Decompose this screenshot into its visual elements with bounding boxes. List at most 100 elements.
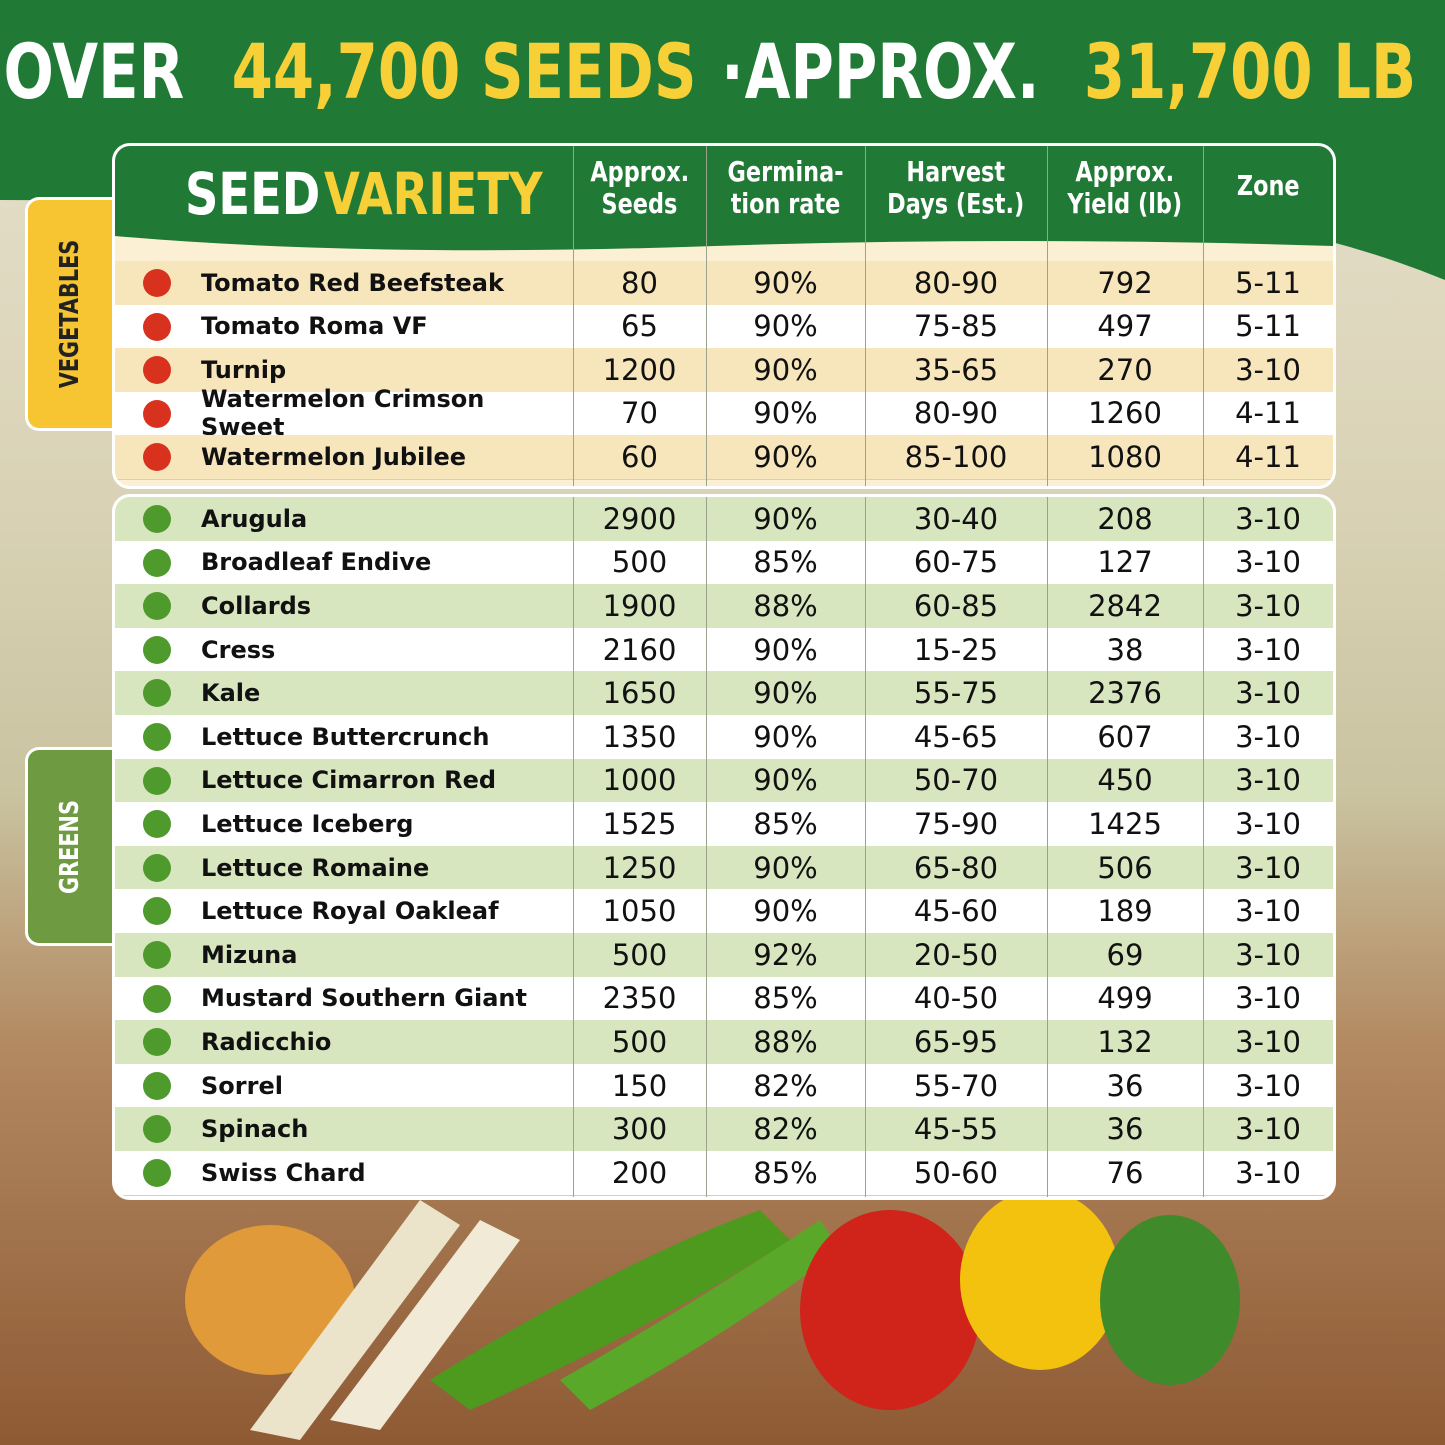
column-divider (573, 146, 574, 486)
table-row (115, 1063, 1333, 1109)
column-header: Approx. Yield (lb) (1047, 146, 1203, 230)
table-cell: 189 (1097, 894, 1153, 929)
table-cell: 75-90 (913, 806, 999, 841)
column-header-line: Approx. (1075, 155, 1175, 188)
table-cell: 45-65 (913, 719, 999, 754)
table-cell: 2376 (1088, 676, 1162, 711)
table-row (115, 1020, 1333, 1065)
table-cell: 55-75 (913, 676, 999, 711)
table-cell: 3-10 (1235, 806, 1301, 841)
table-cell: 20-50 (913, 937, 999, 972)
variety-name: Lettuce Iceberg (201, 809, 414, 838)
table-cell: 85% (753, 1155, 818, 1190)
group-tab: VEGETABLES (25, 197, 112, 431)
table-cell: 1425 (1088, 806, 1162, 841)
table-cell: 90% (753, 763, 818, 798)
table-cell: 3-10 (1235, 1068, 1301, 1103)
column-divider (865, 497, 866, 1197)
table-cell: 36 (1106, 1068, 1144, 1103)
column-divider (573, 497, 574, 1197)
column-divider (1047, 146, 1048, 486)
table-cell: 3-10 (1235, 632, 1301, 667)
table-cell: 150 (611, 1068, 668, 1103)
row-icon (143, 1028, 171, 1057)
table-cell: 127 (1097, 545, 1153, 580)
column-divider (1047, 497, 1048, 1197)
table-cell: 5-11 (1235, 309, 1301, 344)
table-cell: 300 (611, 1112, 668, 1147)
row-icon (143, 356, 171, 384)
row-icon (143, 766, 171, 795)
row-icon (143, 679, 171, 708)
variety-name: Mustard Southern Giant (201, 984, 527, 1013)
table-cell: 90% (753, 632, 818, 667)
table-cell: 1525 (602, 806, 677, 841)
row-icon (143, 269, 171, 297)
column-header-line: Germina- (727, 155, 844, 188)
table-cell: 60-75 (913, 545, 999, 580)
table-cell: 2900 (602, 501, 677, 536)
row-icon (143, 1071, 171, 1100)
table-cell: 15-25 (913, 632, 999, 667)
table-cell: 60 (621, 439, 658, 474)
table-cell: 3-10 (1235, 676, 1301, 711)
headline-part: 44,700 SEEDS (231, 27, 697, 116)
row-icon (143, 810, 171, 839)
table-cell: 2160 (602, 632, 677, 667)
table-cell: 500 (611, 545, 668, 580)
table-cell: 3-10 (1235, 1155, 1301, 1190)
variety-name: Tomato Red Beefsteak (201, 268, 504, 297)
table-cell: 270 (1097, 352, 1153, 387)
variety-name: Watermelon Crimson Sweet (201, 385, 485, 442)
table-row (115, 802, 1333, 847)
column-header: Germina-tion rate (706, 146, 865, 230)
row-icon (143, 635, 171, 664)
variety-name: Tomato Roma VF (201, 312, 428, 341)
table-cell: 497 (1097, 309, 1153, 344)
table-cell: 607 (1097, 719, 1153, 754)
table-cell: 90% (753, 439, 818, 474)
table-cell: 5-11 (1235, 265, 1301, 300)
table-cell: 50-60 (913, 1155, 999, 1190)
table-cell: 80-90 (913, 265, 999, 300)
table-cell: 80-90 (913, 396, 999, 431)
column-divider (1203, 146, 1204, 486)
table-cell: 65-80 (913, 850, 999, 885)
group-label: GREENS (55, 799, 85, 894)
table-cell: 499 (1097, 981, 1153, 1016)
table-cell: 3-10 (1235, 545, 1301, 580)
table-cell: 3-10 (1235, 588, 1301, 623)
table-cell: 30-40 (913, 501, 999, 536)
table-cell: 1250 (602, 850, 677, 885)
table-cell: 90% (753, 894, 818, 929)
table-cell: 50-70 (913, 763, 999, 798)
row-icon (143, 312, 171, 341)
column-header: Harvest Days (Est.) (865, 146, 1047, 230)
headline-part: APPROX. (744, 27, 1040, 116)
table-cell: 88% (753, 1024, 818, 1059)
variety-name: Collards (201, 591, 312, 620)
variety-name: Radicchio (201, 1027, 332, 1056)
column-divider (865, 146, 866, 486)
table-cell: 45-55 (913, 1112, 999, 1147)
table-cell: 92% (753, 937, 818, 972)
table-cell: 80 (621, 265, 658, 300)
table-cell: 200 (611, 1155, 668, 1190)
table-cell: 70 (621, 396, 658, 431)
variety-word: VARIETY (324, 159, 543, 228)
variety-name: Lettuce Cimarron Red (201, 766, 497, 795)
variety-name: Lettuce Royal Oakleaf (201, 897, 499, 926)
variety-name: Broadleaf Endive (201, 548, 432, 577)
table-cell: 90% (753, 265, 818, 300)
row-icon (143, 505, 171, 533)
table-cell: 3-10 (1235, 719, 1301, 754)
table-cell: 3-10 (1235, 1024, 1301, 1059)
column-header: Zone (1203, 146, 1333, 226)
table-row (115, 933, 1333, 978)
table-cell: 3-10 (1235, 894, 1301, 929)
row-icon (143, 443, 171, 471)
variety-name: Sorrel (201, 1071, 283, 1100)
table-row (115, 976, 1333, 1022)
variety-name: Swiss Chard (201, 1158, 366, 1187)
